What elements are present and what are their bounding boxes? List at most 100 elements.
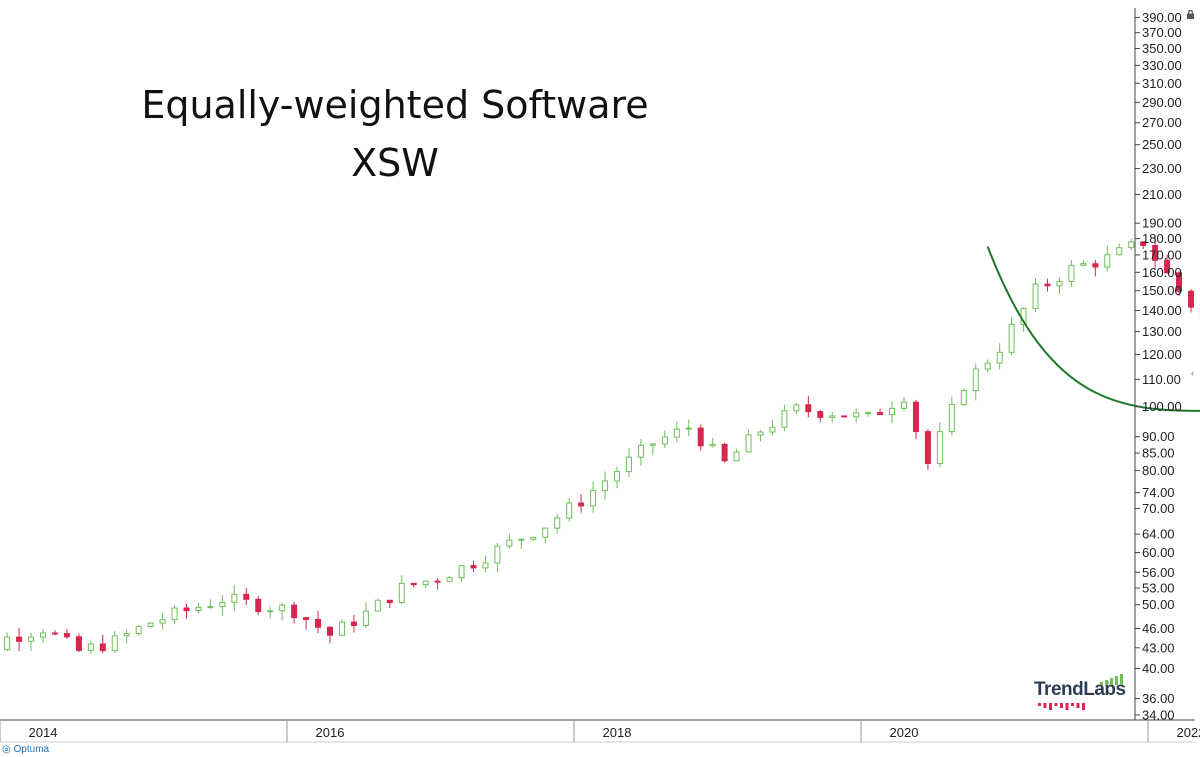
y-tick-label: 43.00: [1142, 640, 1175, 655]
candle: [40, 628, 46, 643]
candle: [135, 625, 142, 636]
candle-body: [99, 643, 106, 652]
y-tick-label: 70.00: [1142, 501, 1175, 516]
y-tick: 140.00: [1142, 303, 1182, 318]
lock-icon[interactable]: [1186, 10, 1195, 19]
y-tick-label: 56.00: [1142, 565, 1175, 580]
candle: [1140, 241, 1147, 250]
candle: [1116, 243, 1123, 256]
brand-underline-bar: [1065, 703, 1069, 710]
y-tick-label: 53.00: [1142, 581, 1175, 596]
candle-body: [434, 580, 441, 583]
y-tick: 170.00: [1142, 247, 1182, 262]
candle: [386, 599, 393, 608]
x-tick: 2014: [29, 725, 58, 740]
candle-body: [578, 502, 585, 507]
candle-body: [267, 610, 274, 613]
candle-body: [614, 471, 620, 482]
candle-body: [338, 621, 345, 636]
y-tick-label: 40.00: [1142, 661, 1175, 676]
y-tick-label: 60.00: [1142, 545, 1175, 560]
candle: [398, 575, 405, 604]
x-axis: 20142016201820202022202420262028: [0, 720, 1200, 742]
candle-body: [805, 404, 812, 413]
x-tick: 2020: [890, 725, 919, 740]
candle: [984, 359, 991, 373]
chart-title: Equally-weighted Software: [141, 83, 648, 127]
y-tick: 270.00: [1142, 115, 1182, 130]
y-tick: 390.00: [1142, 10, 1182, 25]
y-tick-label: 74.00: [1142, 485, 1175, 500]
candle-body: [1116, 247, 1123, 256]
y-tick-label: 370.00: [1142, 25, 1182, 40]
candle: [434, 578, 441, 590]
candle-body: [398, 582, 405, 604]
candle: [159, 612, 166, 630]
rounding-bottom-arc: [986, 246, 1200, 412]
candle-body: [195, 606, 202, 612]
candle-body: [1140, 241, 1147, 246]
y-tick: 74.00: [1142, 485, 1175, 500]
candle-body: [817, 411, 824, 418]
candle: [649, 443, 656, 456]
candle-body: [554, 517, 561, 529]
y-tick-label: 50.00: [1142, 597, 1175, 612]
y-tick: 110.00: [1142, 372, 1181, 387]
y-tick: 130.00: [1142, 324, 1182, 339]
candle-body: [996, 351, 1003, 364]
candle-body: [936, 431, 943, 464]
candle: [1092, 259, 1099, 277]
collapse-icon[interactable]: ‹: [1191, 368, 1194, 378]
candle-body: [769, 426, 776, 433]
candle: [207, 599, 214, 609]
y-tick-label: 290.00: [1142, 95, 1182, 110]
candle: [63, 629, 70, 640]
candle: [303, 616, 310, 630]
y-tick: 40.00: [1142, 661, 1175, 676]
candle-body: [542, 527, 549, 538]
candle: [1008, 317, 1015, 356]
candle-body: [410, 582, 417, 586]
candle-body: [1188, 290, 1194, 308]
candle: [625, 448, 632, 478]
candle-body: [327, 626, 333, 636]
candle-body: [637, 444, 644, 458]
candle-body: [697, 427, 704, 447]
candle: [494, 542, 501, 573]
candle-body: [530, 536, 537, 540]
y-tick-label: 250.00: [1142, 137, 1182, 152]
candle-body: [159, 619, 166, 624]
candle-body: [1056, 280, 1063, 287]
candle: [458, 564, 465, 582]
candle: [315, 610, 322, 634]
y-tick: 250.00: [1142, 137, 1182, 152]
candle: [697, 424, 704, 451]
y-tick: 370.00: [1142, 25, 1182, 40]
candlestick-series: [4, 235, 1200, 654]
candle: [769, 419, 776, 436]
candle: [793, 403, 800, 415]
candle: [757, 430, 764, 442]
candle: [219, 594, 226, 616]
x-tick: 2022: [1177, 725, 1200, 740]
chart-subtitle: XSW: [351, 141, 439, 185]
candle: [410, 582, 417, 588]
candle: [554, 514, 561, 534]
candle-body: [171, 607, 178, 621]
candle: [853, 408, 860, 423]
candle-body: [590, 489, 597, 507]
y-tick-label: 270.00: [1142, 115, 1182, 130]
candle-body: [4, 636, 11, 651]
candle-body: [1152, 244, 1159, 261]
brand-underline-bar: [1043, 703, 1047, 708]
y-tick-label: 390.00: [1142, 10, 1182, 25]
candle: [327, 626, 333, 644]
candle: [637, 439, 644, 466]
candle: [829, 411, 836, 423]
candle: [147, 622, 154, 627]
y-tick: 56.00: [1142, 565, 1175, 580]
candle: [195, 602, 202, 614]
candle-body: [661, 436, 668, 445]
candle-body: [1080, 263, 1087, 266]
candle-body: [602, 480, 609, 491]
